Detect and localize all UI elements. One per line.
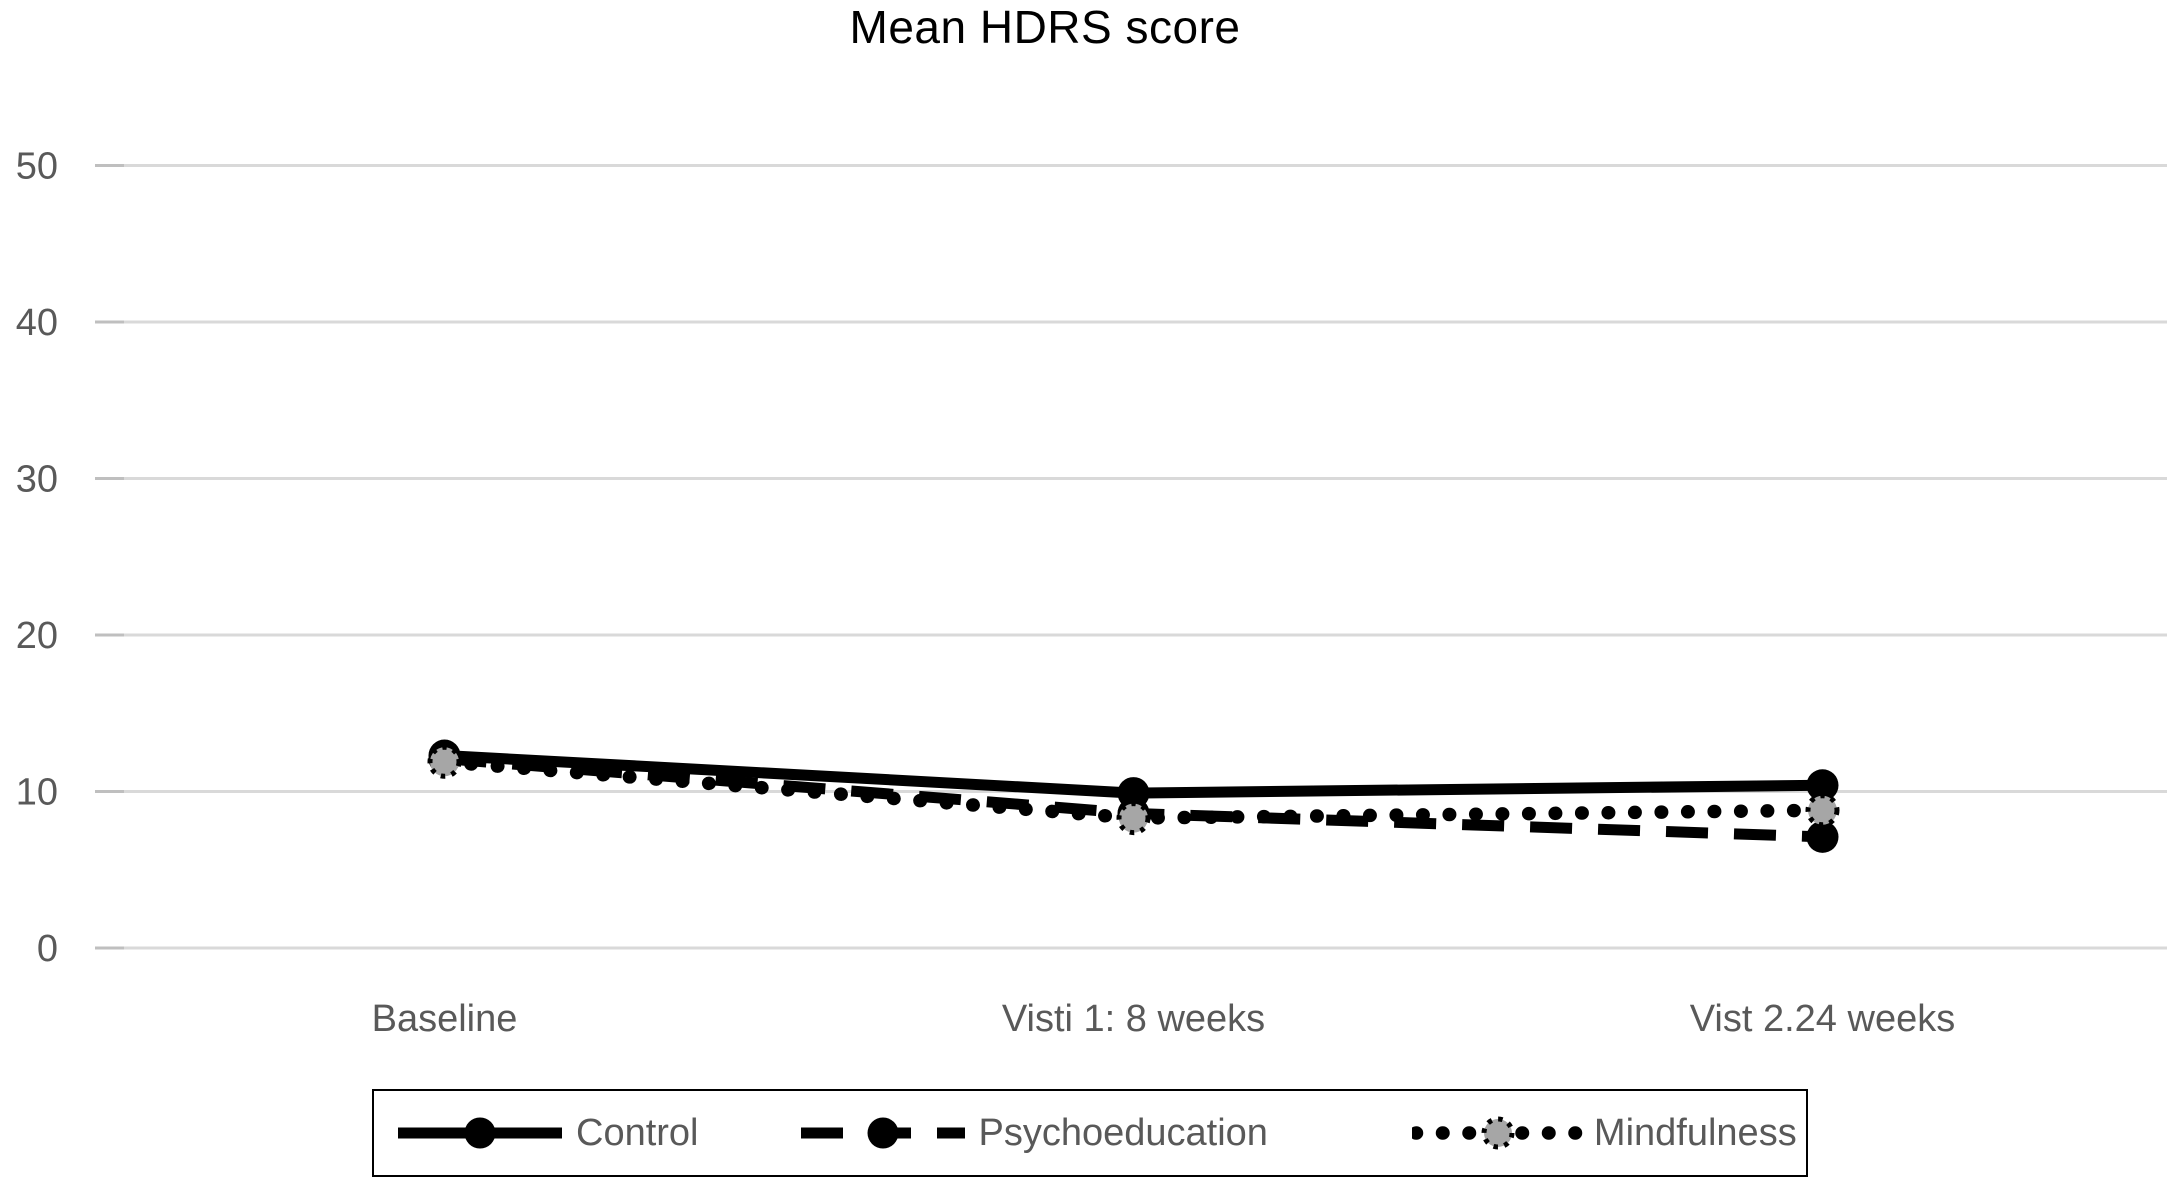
legend-label-control: Control [576,1111,699,1154]
ytick-label-50: 50 [16,146,58,188]
xtick-label-0: Baseline [372,998,518,1040]
ytick-label-40: 40 [16,302,58,344]
xtick-label-1: Visti 1: 8 weeks [1002,998,1265,1040]
marker-black-circle [867,1117,898,1149]
legend-sample-mindfulness-line-icon [1411,1116,1584,1150]
xtick-label-2: Vist 2.24 weeks [1690,998,1955,1040]
marker-gray-dotted-circle [427,744,462,779]
chart-title: Mean HDRS score [849,1,1241,53]
marker-gray-dotted-circle [1116,801,1151,836]
legend-item-mindfulness: Mindfulness [1411,1111,1797,1155]
legend: Control Psychoeducation Mindfulness [372,1089,1808,1177]
ytick-label-30: 30 [16,459,58,501]
ytick-label-20: 20 [16,615,58,657]
marker-black-circle [1806,820,1839,853]
legend-item-control: Control [394,1111,699,1155]
marker-black-circle [1806,769,1839,802]
legend-label-psychoeducation: Psychoeducation [978,1111,1268,1154]
ytick-label-10: 10 [16,772,58,814]
legend-sample-control-line-icon [398,1117,562,1149]
legend-sample-psychoeducation-line-icon [800,1117,965,1149]
ytick-label-0: 0 [37,928,58,970]
marker-gray-dotted-circle [1481,1116,1515,1150]
legend-label-mindfulness: Mindfulness [1593,1111,1797,1154]
marker-gray-dotted-circle [1805,793,1840,828]
legend-item-psychoeducation: Psychoeducation [797,1111,1268,1155]
marker-black-circle [464,1117,496,1149]
